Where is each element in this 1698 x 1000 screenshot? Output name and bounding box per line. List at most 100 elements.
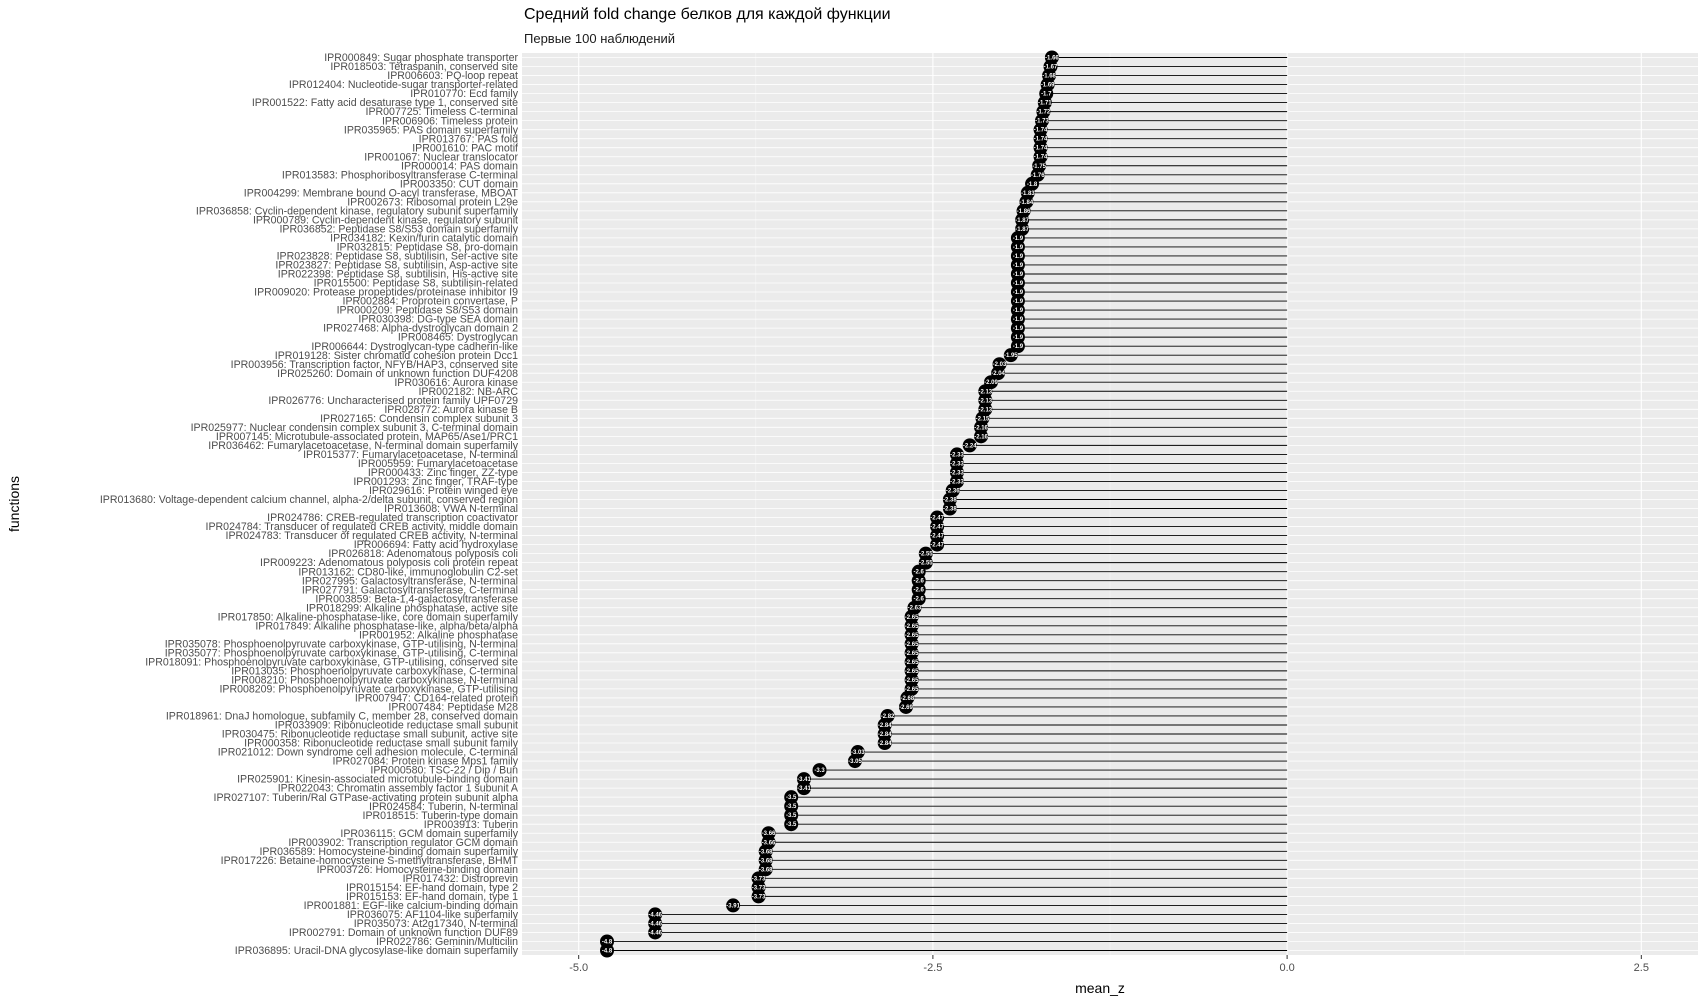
y-tick-label: IPR003902: Transcription regulator GCM d… bbox=[288, 837, 518, 849]
data-label: -3.66 bbox=[762, 840, 776, 846]
y-tick-label: IPR000433: Zinc finger, ZZ-type bbox=[368, 467, 518, 479]
y-tick-label: IPR033909: Ribonucleotide reductase smal… bbox=[275, 720, 518, 732]
data-label: -1.69 bbox=[1041, 83, 1055, 89]
y-tick-label: IPR036852: Peptidase S8/S53 domain super… bbox=[279, 223, 518, 235]
y-tick-label: IPR030616: Aurora kinase bbox=[394, 377, 518, 389]
y-tick-label: IPR017226: Betaine-homocysteine S-methyl… bbox=[221, 855, 519, 867]
y-tick-label: IPR018299: Alkaline phosphatase, active … bbox=[306, 602, 518, 614]
lollipop-segments bbox=[607, 57, 1288, 951]
y-tick-label: IPR000789: Cyclin-dependent kinase, regu… bbox=[253, 214, 518, 226]
x-tick-labels: -5.0 -2.5 0.0 2.5 bbox=[569, 955, 1649, 974]
lollipop-point bbox=[812, 763, 827, 778]
y-tick-label: IPR000358: Ribonucleotide reductase smal… bbox=[244, 738, 519, 750]
y-tick-label: IPR030475: Ribonucleotide reductase smal… bbox=[222, 729, 518, 741]
y-tick-label: IPR013162: CD80-like, immunoglobulin C2-… bbox=[298, 566, 518, 578]
y-tick-label: IPR036589: Homocysteine-binding domain s… bbox=[259, 846, 518, 858]
data-label: -3.5 bbox=[786, 795, 797, 801]
lollipop-point bbox=[942, 501, 957, 516]
data-label: -4.8 bbox=[602, 939, 613, 945]
chart-title: Средний fold change белков для каждой фу… bbox=[524, 6, 891, 23]
data-label: -1.8 bbox=[1027, 182, 1038, 188]
y-tick-label: IPR000849: Sugar phosphate transporter bbox=[324, 52, 518, 64]
x-axis-label: mean_z bbox=[1075, 980, 1125, 996]
y-tick-label: IPR018515: Tuberin-type domain bbox=[363, 810, 519, 822]
data-label: -2.33 bbox=[950, 470, 964, 476]
y-tick-label: IPR010770: Ecd family bbox=[410, 88, 518, 100]
y-tick-label: IPR013583: Phosphoribosyltransferase C-t… bbox=[282, 169, 518, 181]
y-tick-label: IPR003913: Tuberin bbox=[424, 819, 518, 831]
data-label: -1.84 bbox=[1020, 200, 1034, 206]
data-label: -1.86 bbox=[1017, 209, 1031, 215]
y-tick-label: IPR001881: EGF-like calcium-binding doma… bbox=[304, 900, 518, 912]
data-label: -2.03 bbox=[993, 362, 1007, 368]
y-tick-label: IPR029616: Protein winged eye bbox=[369, 485, 518, 497]
data-label: -1.9 bbox=[1013, 254, 1024, 260]
y-tick-label: IPR028772: Aurora kinase B bbox=[384, 404, 518, 416]
y-tick-label: IPR006694: Fatty acid hydroxylase bbox=[354, 539, 518, 551]
data-label: -2.6 bbox=[914, 570, 925, 576]
data-label: -2.6 bbox=[914, 588, 925, 594]
data-label: -1.73 bbox=[1035, 119, 1049, 125]
lollipop-point bbox=[784, 817, 799, 832]
y-tick-label: IPR018091: Phosphoenolpyruvate carboxyki… bbox=[145, 656, 518, 668]
y-tick-label: IPR000209: Peptidase S8/S53 domain bbox=[337, 305, 519, 317]
data-label: -3.05 bbox=[848, 759, 862, 765]
y-axis-label: functions bbox=[6, 476, 22, 532]
data-label: -2.13 bbox=[978, 389, 992, 395]
y-tick-label: IPR035073: At2g17340, N-terminal bbox=[354, 918, 518, 930]
y-tick-label: IPR007725: Timeless C-terminal bbox=[366, 106, 519, 118]
data-label: -3.5 bbox=[786, 813, 797, 819]
data-label: -3.68 bbox=[759, 867, 773, 873]
data-label: -4.46 bbox=[648, 921, 662, 927]
lollipop-points: -1.66 -1.67 -1.68 -1.69 -1.7 -1.71 -1.72 -1.73 -… bbox=[600, 50, 1059, 958]
data-label: -2.15 bbox=[976, 416, 990, 422]
data-label: -2.63 bbox=[908, 606, 922, 612]
data-label: -1.9 bbox=[1013, 272, 1024, 278]
data-label: -1.83 bbox=[1021, 191, 1035, 197]
y-tick-label: IPR012404: Nucleotide-sugar transporter-… bbox=[289, 79, 518, 91]
y-tick-label: IPR003726: Homocysteine-binding domain bbox=[317, 864, 519, 876]
data-label: -3.73 bbox=[752, 894, 766, 900]
data-label: -1.67 bbox=[1044, 65, 1058, 71]
y-tick-label: IPR024584: Tuberin, N-terminal bbox=[369, 801, 518, 813]
y-tick-label: IPR034182: Kexin/furin catalytic domain bbox=[330, 233, 518, 245]
lollipop-point bbox=[930, 537, 945, 552]
data-label: -2.04 bbox=[991, 371, 1005, 377]
data-label: -1.72 bbox=[1037, 110, 1051, 116]
y-tick-label: IPR024784: Transducer of regulated CREB … bbox=[206, 521, 519, 533]
data-label: -2.36 bbox=[946, 488, 960, 494]
y-tick-label: IPR000580: TSC-22 / Dip / Bun bbox=[370, 765, 518, 777]
chart-subtitle: Первые 100 наблюдений bbox=[524, 31, 676, 46]
data-label: -4.46 bbox=[648, 930, 662, 936]
data-label: -1.74 bbox=[1034, 137, 1048, 143]
y-tick-label: IPR015500: Peptidase S8, subtilisin-rela… bbox=[314, 278, 518, 290]
y-tick-label: IPR009223: Adenomatous polyposis coli pr… bbox=[260, 557, 518, 569]
y-tick-label: IPR007947: CD164-related protein bbox=[355, 693, 518, 705]
data-label: -2.13 bbox=[978, 398, 992, 404]
data-label: -1.9 bbox=[1013, 317, 1024, 323]
y-tick-label: IPR036858: Cyclin-dependent kinase, regu… bbox=[196, 205, 519, 217]
data-label: -1.7 bbox=[1041, 92, 1052, 98]
y-tick-label: IPR001067: Nuclear translocator bbox=[364, 151, 518, 163]
y-tick-label: IPR023827: Peptidase S8, subtilisin, Asp… bbox=[275, 260, 518, 272]
data-label: -3.73 bbox=[752, 876, 766, 882]
data-label: -2.6 bbox=[914, 579, 925, 585]
y-tick-label: IPR030398: DG-type SEA domain bbox=[358, 314, 518, 326]
y-tick-label: IPR007145: Microtubule-associated protei… bbox=[216, 431, 518, 443]
y-tick-label: IPR024786: CREB-regulated transcription … bbox=[267, 512, 518, 524]
y-tick-label: IPR026818: Adenomatous polyposis coli bbox=[328, 548, 518, 560]
x-tick-label: 0.0 bbox=[1279, 962, 1294, 974]
data-label: -2.33 bbox=[950, 461, 964, 467]
lollipop-point bbox=[847, 754, 862, 769]
data-label: -1.9 bbox=[1013, 236, 1024, 242]
lollipop-point bbox=[726, 898, 741, 913]
x-tick-label: -2.5 bbox=[923, 962, 942, 974]
data-label: -1.9 bbox=[1013, 335, 1024, 341]
data-label: -1.74 bbox=[1034, 128, 1048, 134]
data-label: -2.65 bbox=[905, 642, 919, 648]
y-tick-label: IPR006603: PQ-loop repeat bbox=[387, 70, 518, 82]
y-tick-label: IPR015154: EF-hand domain, type 2 bbox=[346, 882, 518, 894]
data-label: -1.9 bbox=[1013, 245, 1024, 251]
y-tick-label: IPR013767: PAS fold bbox=[419, 133, 518, 145]
y-tick-label: IPR022043: Chromatin assembly factor 1 s… bbox=[278, 783, 519, 795]
